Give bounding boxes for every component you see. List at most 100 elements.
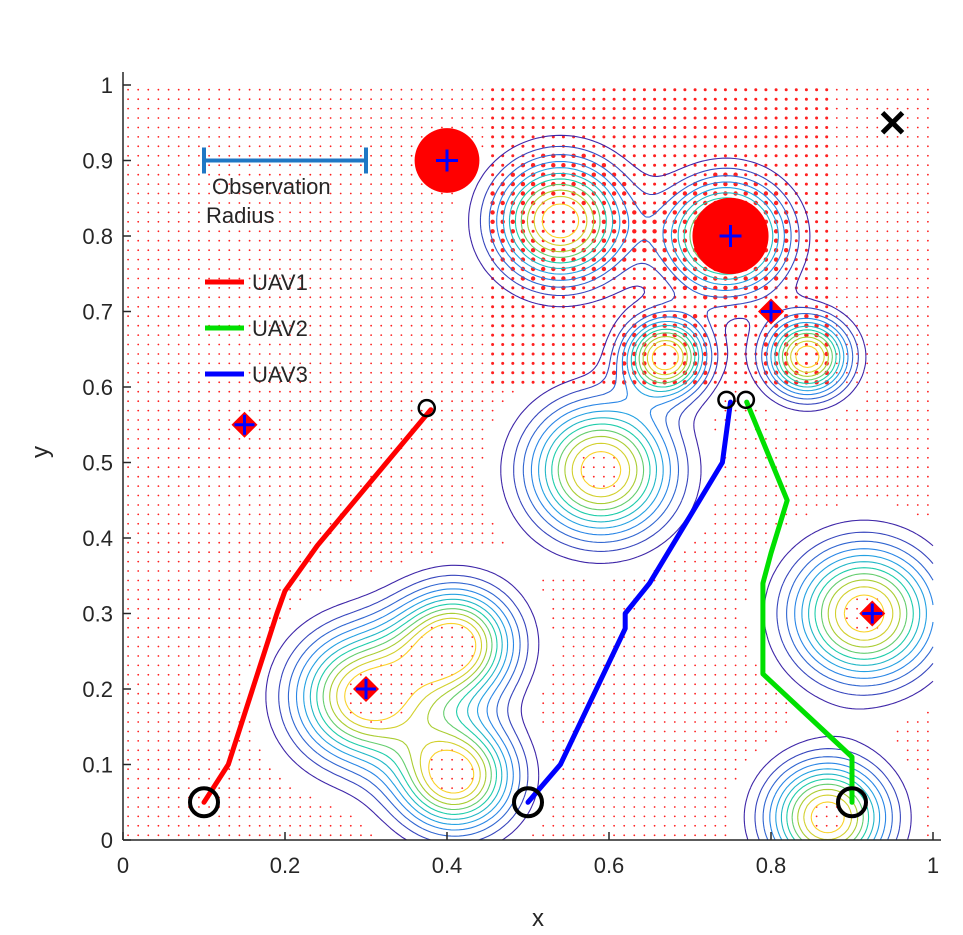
grid-dot	[804, 173, 808, 177]
grid-dot	[491, 390, 494, 393]
grid-dot	[775, 438, 777, 440]
grid-dot	[349, 409, 352, 412]
grid-dot	[927, 192, 929, 195]
grid-dot	[794, 144, 798, 148]
grid-dot	[157, 655, 160, 657]
grid-dot	[856, 353, 858, 355]
grid-dot	[268, 607, 271, 610]
grid-dot	[137, 796, 140, 799]
grid-dot	[370, 438, 372, 440]
grid-dot	[127, 824, 129, 827]
grid-dot	[339, 504, 342, 506]
grid-dot	[349, 522, 352, 525]
grid-dot	[785, 702, 788, 705]
grid-dot	[137, 551, 140, 554]
grid-dot	[218, 532, 221, 535]
grid-dot	[380, 258, 383, 261]
grid-dot	[906, 475, 909, 478]
grid-dot	[764, 154, 768, 158]
grid-dot	[673, 173, 677, 177]
grid-dot	[876, 296, 879, 299]
grid-dot	[684, 749, 686, 752]
grid-dot	[714, 787, 717, 789]
grid-dot	[662, 266, 667, 272]
grid-dot	[147, 438, 150, 440]
grid-dot	[896, 88, 899, 91]
grid-dot	[663, 570, 666, 572]
grid-dot	[521, 107, 525, 111]
grid-dot	[866, 475, 869, 478]
grid-dot	[167, 485, 170, 487]
grid-dot	[187, 485, 190, 487]
grid-dot	[906, 466, 909, 469]
grid-dot	[927, 343, 929, 346]
grid-dot	[208, 504, 211, 506]
grid-dot	[208, 494, 211, 497]
grid-dot	[248, 456, 251, 459]
grid-dot	[652, 314, 657, 319]
grid-dot	[390, 334, 393, 336]
grid-dot	[572, 626, 575, 629]
grid-dot	[653, 126, 657, 129]
grid-dot	[420, 551, 423, 554]
grid-dot	[400, 702, 403, 705]
grid-dot	[632, 305, 636, 309]
grid-dot	[896, 296, 899, 299]
grid-dot	[147, 296, 150, 299]
grid-dot	[773, 276, 779, 281]
grid-dot	[612, 126, 616, 129]
grid-dot	[633, 787, 636, 789]
grid-dot	[754, 475, 757, 478]
grid-dot	[319, 192, 322, 195]
grid-dot	[744, 475, 747, 478]
grid-dot	[218, 645, 221, 648]
grid-dot	[147, 239, 150, 242]
grid-dot	[572, 815, 575, 818]
grid-dot	[835, 88, 838, 91]
grid-dot	[451, 777, 453, 780]
grid-dot	[127, 202, 129, 204]
grid-dot	[846, 230, 848, 233]
grid-dot	[916, 305, 919, 308]
grid-dot	[279, 107, 281, 110]
grid-dot	[127, 815, 129, 818]
grid-dot	[663, 740, 666, 742]
grid-dot	[147, 324, 150, 327]
grid-dot	[319, 362, 322, 365]
grid-dot	[137, 305, 140, 308]
grid-dot	[329, 390, 332, 393]
grid-dot	[744, 333, 748, 337]
grid-dot	[622, 314, 626, 318]
grid-dot	[582, 88, 586, 92]
grid-dot	[218, 589, 221, 591]
grid-dot	[866, 258, 869, 261]
grid-dot	[653, 97, 657, 101]
grid-dot	[390, 296, 393, 299]
grid-dot	[673, 305, 677, 309]
grid-dot	[360, 296, 362, 299]
grid-dot	[591, 163, 596, 168]
grid-dot	[744, 570, 747, 572]
grid-dot	[784, 126, 788, 129]
grid-dot	[198, 220, 200, 223]
grid-dot	[441, 324, 443, 327]
grid-dot	[208, 522, 211, 525]
grid-dot	[289, 390, 291, 393]
grid-dot	[713, 135, 717, 139]
grid-dot	[866, 268, 869, 270]
grid-dot	[805, 475, 808, 478]
grid-dot	[329, 579, 332, 582]
grid-dot	[927, 136, 929, 138]
grid-dot	[886, 428, 889, 431]
grid-dot	[430, 98, 433, 101]
grid-dot	[127, 560, 129, 563]
grid-dot	[258, 220, 261, 223]
grid-dot	[167, 183, 170, 186]
grid-dot	[886, 268, 889, 270]
grid-dot	[137, 617, 140, 620]
grid-dot	[592, 834, 595, 837]
grid-dot	[866, 626, 869, 629]
grid-dot	[137, 815, 140, 818]
grid-dot	[805, 447, 808, 450]
grid-dot	[258, 768, 261, 771]
